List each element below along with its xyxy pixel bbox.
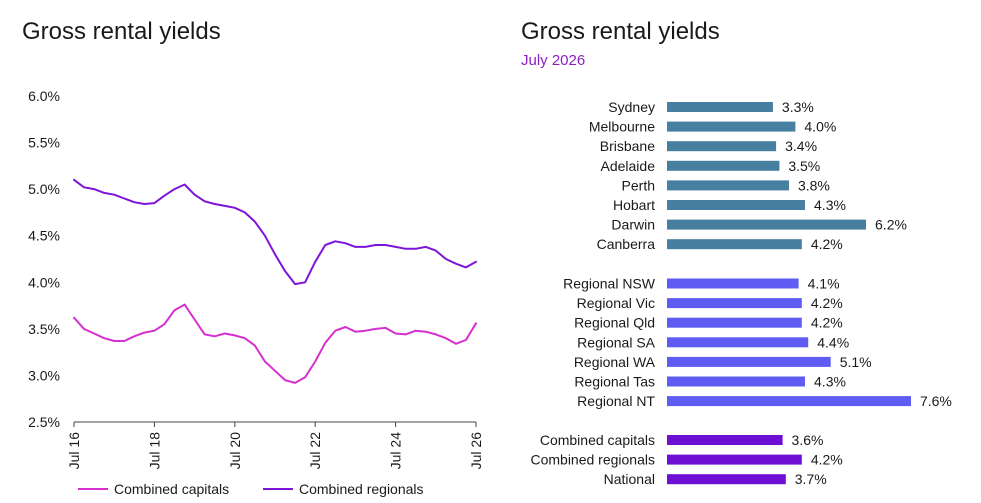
x-tick-label: Jul 16 (66, 432, 82, 470)
bar (667, 376, 805, 387)
bar (667, 317, 802, 328)
y-tick-label: 3.5% (28, 321, 60, 337)
bar-category-label: Regional NSW (563, 276, 656, 292)
legend-label: Combined capitals (114, 481, 229, 497)
bar (667, 160, 780, 171)
bar-category-label: Combined regionals (530, 452, 655, 468)
bar-chart-title: Gross rental yields (521, 18, 720, 45)
bar-value-label: 4.1% (808, 276, 840, 292)
y-tick-label: 4.5% (28, 228, 60, 244)
bar-category-label: National (604, 471, 655, 487)
bar-category-label: Melbourne (589, 119, 655, 135)
bar-value-label: 4.0% (804, 119, 836, 135)
legend-label: Combined regionals (299, 481, 424, 497)
bar-category-label: Regional Tas (574, 374, 655, 390)
line-chart-title: Gross rental yields (22, 18, 221, 45)
bar-category-label: Adelaide (601, 158, 656, 174)
x-tick-label: Jul 18 (146, 432, 162, 470)
bar (667, 474, 786, 485)
y-tick-label: 2.5% (28, 414, 60, 430)
bar-category-label: Combined capitals (540, 432, 655, 448)
bar (667, 121, 796, 132)
bar-value-label: 3.3% (782, 99, 814, 115)
bar-category-label: Sydney (608, 99, 655, 115)
bar-value-label: 3.4% (785, 138, 817, 154)
x-tick-label: Jul 26 (468, 432, 484, 470)
bar-category-label: Regional NT (577, 393, 655, 409)
y-tick-label: 6.0% (28, 88, 60, 104)
bar (667, 278, 799, 289)
y-tick-label: 3.0% (28, 367, 60, 383)
bar-value-label: 7.6% (920, 393, 952, 409)
bar-value-label: 3.6% (792, 432, 824, 448)
x-tick-label: Jul 20 (227, 432, 243, 470)
bar-value-label: 6.2% (875, 217, 907, 233)
bar-category-label: Regional SA (577, 334, 655, 350)
line-chart: 2.5% 3.0% 3.5% 4.0% 4.5% 5.0% 5.5% 6.0% Jul 16 Ju… (28, 88, 484, 497)
bar-category-label: Brisbane (600, 138, 655, 154)
bar-value-label: 4.3% (814, 197, 846, 213)
y-tick-label: 5.5% (28, 135, 60, 151)
bar-category-label: Hobart (613, 197, 655, 213)
bar-value-label: 4.2% (811, 236, 843, 252)
bar-value-label: 4.4% (817, 334, 849, 350)
bar (667, 180, 789, 191)
series-line-combined-regionals (73, 178, 477, 286)
bar-value-label: 4.2% (811, 315, 843, 331)
bar-value-label: 3.8% (798, 177, 830, 193)
bar (667, 356, 831, 367)
bar-category-label: Canberra (597, 236, 656, 252)
bar (667, 239, 802, 250)
x-tick-label: Jul 22 (307, 432, 323, 470)
y-tick-label: 5.0% (28, 181, 60, 197)
bar-category-label: Perth (622, 177, 655, 193)
bar (667, 337, 809, 348)
x-tick-label: Jul 24 (388, 432, 404, 470)
bar-category-label: Darwin (611, 217, 655, 233)
bar-value-label: 4.3% (814, 374, 846, 390)
bar-value-label: 3.5% (788, 158, 820, 174)
bar-category-label: Regional Qld (574, 315, 655, 331)
bar (667, 200, 805, 210)
bar-category-label: Regional Vic (577, 295, 655, 311)
bar (667, 454, 802, 465)
bar (667, 141, 777, 152)
bar-chart-subtitle: July 2026 (521, 52, 586, 69)
y-tick-label: 4.0% (28, 274, 60, 290)
bar-category-label: Regional WA (574, 354, 656, 370)
bar-value-label: 3.7% (795, 471, 827, 487)
bar-value-label: 4.2% (811, 452, 843, 468)
bar (667, 298, 802, 309)
series-line-combined-capitals (73, 303, 477, 384)
bar (667, 435, 783, 445)
bar (667, 396, 911, 407)
bar (667, 102, 773, 112)
bar (667, 219, 866, 230)
bar-value-label: 5.1% (840, 354, 872, 370)
bar-value-label: 4.2% (811, 295, 843, 311)
